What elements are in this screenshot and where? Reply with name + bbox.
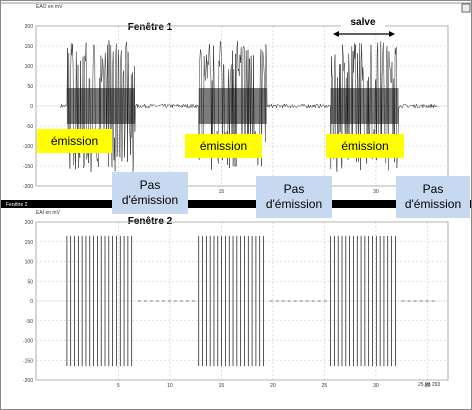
window-1-title: Fenêtre 1 <box>128 22 173 33</box>
x-tick-label: 30 <box>373 383 379 389</box>
y-tick-label: -50 <box>26 124 33 130</box>
y-tick-label: 150 <box>25 240 34 246</box>
emission-label-1: émission <box>37 129 112 153</box>
window-2-title: Fenêtre 2 <box>128 216 173 227</box>
burst-envelope <box>330 88 399 124</box>
pas-emission-label-1: Pas d'émission <box>112 172 188 214</box>
window-2-plot: EAI en mV Fenêtre 2 200 150 100 50 0 -50 -100 -… <box>23 210 449 389</box>
window-2-ylabel: EAI en mV <box>36 210 61 216</box>
window-1-ylabel: EAO en mV <box>36 4 63 10</box>
emg-signal-trace <box>60 40 438 172</box>
burst-envelope <box>198 88 267 124</box>
x-tick-label: 15 <box>219 383 225 389</box>
y-tick-label: -200 <box>23 184 33 190</box>
window-2-bar-label: Fenêtre 2 <box>6 202 28 208</box>
y-tick-label: -150 <box>23 358 33 364</box>
x-tick-label: 20 <box>270 383 276 389</box>
y-tick-label: 150 <box>25 44 34 50</box>
window-2-title-bar <box>1 200 471 208</box>
salve-label: salve <box>350 17 375 28</box>
pas-emission-label-3-line1: Pas <box>422 182 444 196</box>
window-1-close-icon[interactable] <box>461 3 471 13</box>
x-tick-label: 30 <box>373 189 379 195</box>
pas-emission-label-3-line2: d'émission <box>404 197 462 211</box>
y-tick-label: 0 <box>30 104 33 110</box>
salve-arrow-right-head <box>389 31 395 37</box>
x-tick-label: 5 <box>117 383 120 389</box>
window-2-corner-label: 25.03 293 <box>418 382 440 388</box>
pas-emission-label-3: Pas d'émission <box>396 176 470 218</box>
y-tick-label: 50 <box>27 279 33 285</box>
pas-emission-label-2-line1: Pas <box>283 182 305 196</box>
y-tick-label: 0 <box>30 299 33 305</box>
y-tick-label: 200 <box>25 24 34 30</box>
salve-annotation: salve <box>333 15 395 37</box>
y-tick-label: 200 <box>25 220 34 226</box>
y-tick-label: 100 <box>25 260 34 266</box>
x-tick-label: 25 <box>322 383 328 389</box>
pas-emission-label-1-line1: Pas <box>139 178 161 192</box>
y-tick-label: -150 <box>23 164 33 170</box>
x-tick-label: 15 <box>219 189 225 195</box>
y-tick-label: -200 <box>23 378 33 384</box>
y-tick-label: -100 <box>23 144 33 150</box>
y-tick-label: -50 <box>26 319 33 325</box>
pas-emission-label-2-line2: d'émission <box>265 197 323 211</box>
salve-arrow-left-head <box>333 31 339 37</box>
x-tick-label: 10 <box>167 383 173 389</box>
emission-label-2: émission <box>185 134 262 158</box>
y-tick-label: -100 <box>23 339 33 345</box>
y-tick-label: 100 <box>25 64 34 70</box>
burst-envelope <box>66 88 135 124</box>
pas-emission-label-2: Pas d'émission <box>256 176 332 218</box>
x-tick-label: 35 <box>425 383 431 389</box>
emission-label-3: émission <box>326 134 404 158</box>
pas-emission-label-1-line2: d'émission <box>121 193 179 207</box>
y-tick-label: 50 <box>27 84 33 90</box>
salve-label-bg <box>341 15 385 29</box>
